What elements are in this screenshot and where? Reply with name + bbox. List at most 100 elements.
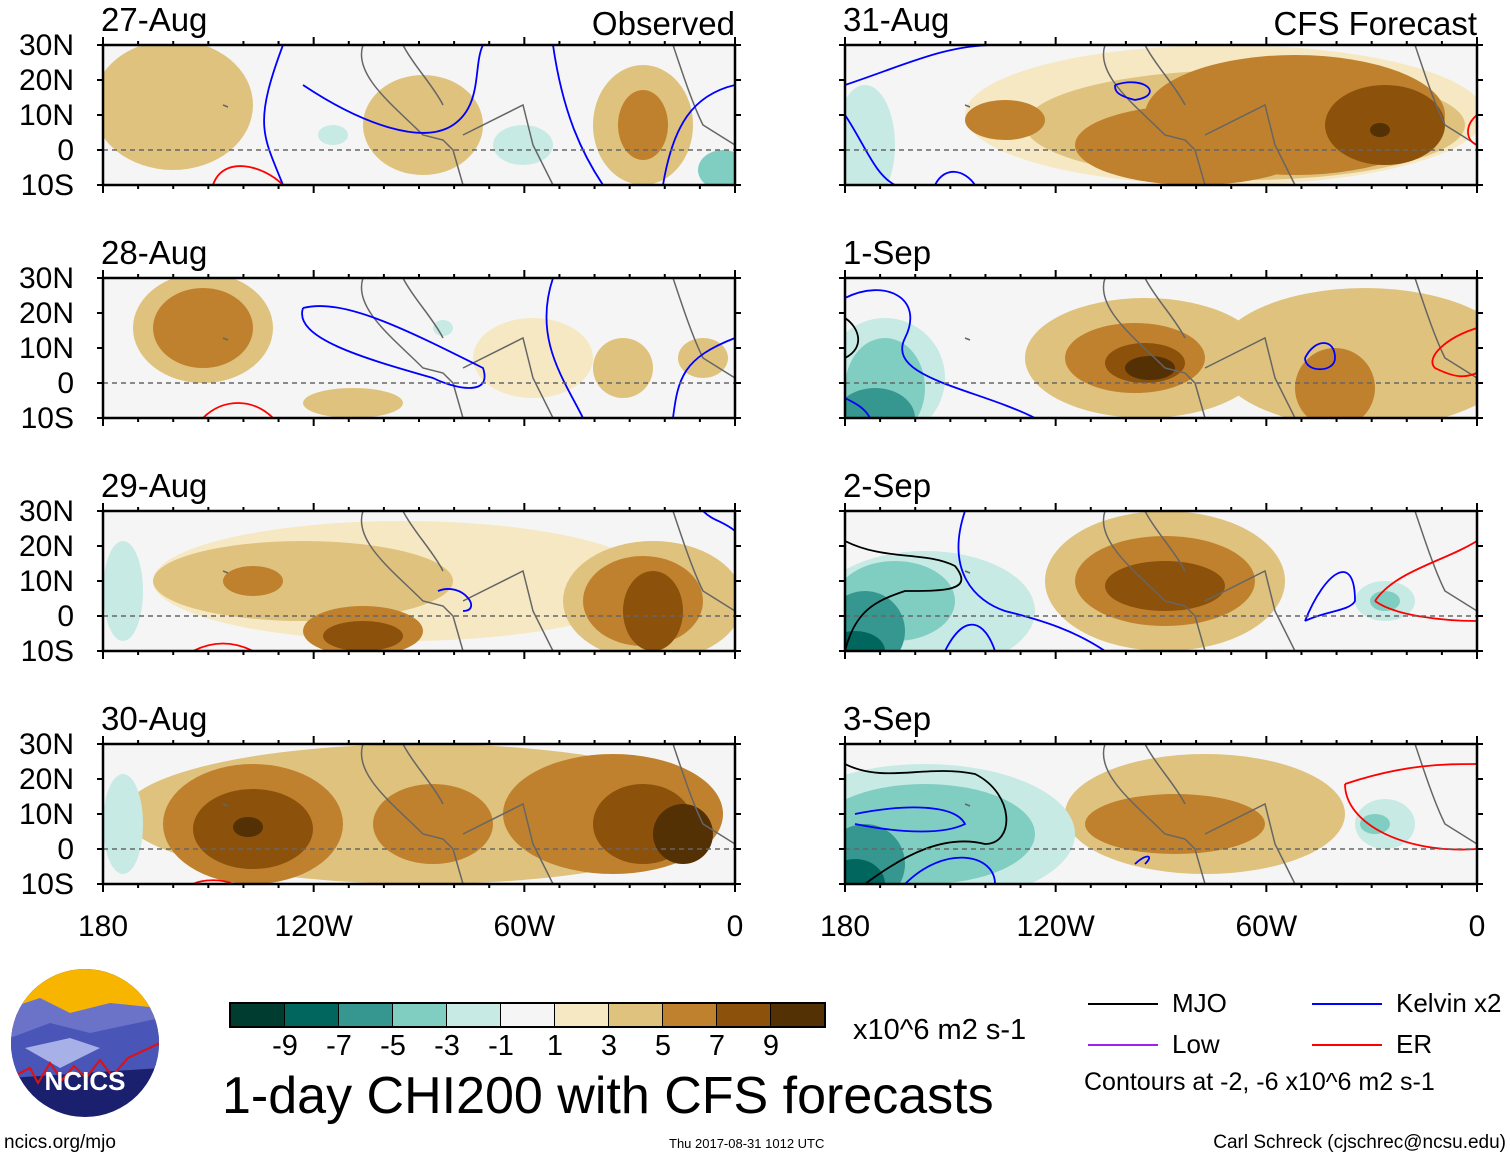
wave-contour (301, 305, 486, 389)
colorbar-swatch (339, 1004, 393, 1026)
wave-contour (845, 317, 860, 359)
wave-contour (1304, 571, 1356, 622)
lat-label: 0 (57, 134, 74, 167)
colorbar-swatch (555, 1004, 609, 1026)
lat-label: 10N (18, 798, 74, 831)
lat-label: 20N (18, 530, 74, 563)
anomaly-region (303, 388, 403, 418)
panel-type-label: Observed (591, 5, 735, 42)
colorbar-swatch (717, 1004, 771, 1026)
colorbar (229, 1002, 826, 1028)
colorbar-swatch (231, 1004, 285, 1026)
colorbar-tick-label: 1 (546, 1030, 564, 1062)
wave-contour (662, 84, 735, 185)
wave-contour (1344, 763, 1477, 785)
colorbar-tick-label: 7 (708, 1030, 726, 1062)
lat-label: 10N (18, 332, 74, 365)
low-line-swatch (1088, 1043, 1158, 1046)
legend-label: ER (1396, 1029, 1433, 1059)
lon-label: 60W (493, 910, 556, 943)
lon-label: 120W (1016, 910, 1095, 943)
colorbar-swatch (501, 1004, 555, 1026)
anomaly-region (433, 320, 453, 336)
panel-date-title: 31-Aug (843, 1, 950, 38)
colorbar-swatch (447, 1004, 501, 1026)
anomaly-region (233, 817, 263, 837)
anomaly-region (1360, 814, 1390, 834)
map-panel (839, 736, 1483, 892)
coastline (964, 278, 1477, 418)
wave-contour (672, 337, 735, 418)
map-panel (839, 503, 1483, 659)
anomaly-region (1125, 356, 1175, 380)
wave-contour (1467, 114, 1477, 146)
wave-contour (934, 170, 976, 185)
anomaly-region (373, 784, 493, 864)
colorbar-tick-label: -3 (434, 1030, 460, 1062)
panel-type-label: CFS Forecast (1273, 5, 1477, 42)
legend-label: Low (1172, 1029, 1220, 1059)
lat-label: 0 (57, 600, 74, 633)
wave-contour (1374, 540, 1477, 602)
lat-label: 30N (18, 262, 74, 295)
colorbar-swatch (663, 1004, 717, 1026)
lon-label: 0 (1468, 910, 1486, 943)
wave-contour (192, 642, 254, 651)
wave-contour (552, 45, 604, 185)
wave-contour (1431, 327, 1477, 378)
wave-contour (1304, 342, 1336, 371)
wave-contour (854, 806, 967, 833)
coastline (222, 45, 735, 185)
legend-kelvin: Kelvin x2 (1312, 988, 1502, 1019)
lat-label: 30N (18, 29, 74, 62)
colorbar-swatch (609, 1004, 663, 1026)
ncics-logo: NCICS (11, 969, 159, 1117)
anomaly-region (103, 774, 143, 874)
lat-label: 20N (18, 297, 74, 330)
anomaly-region (323, 621, 403, 651)
panel-date-title: 2-Sep (843, 467, 932, 504)
colorbar-tick-label: -9 (272, 1030, 298, 1062)
colorbar-tick-label: -1 (488, 1030, 514, 1062)
lat-label: 0 (57, 367, 74, 400)
coastline (222, 511, 735, 651)
wave-contour (845, 397, 871, 418)
colorbar-swatch (771, 1004, 824, 1026)
er-line-swatch (1312, 1043, 1382, 1046)
lat-label: 10S (20, 169, 74, 202)
colorbar-swatch (285, 1004, 339, 1026)
wave-contour (702, 511, 735, 532)
anomaly-region (845, 591, 905, 651)
map-panel (97, 270, 741, 426)
lon-label: 0 (726, 910, 744, 943)
lat-label: 20N (18, 64, 74, 97)
panel-date-title: 28-Aug (101, 234, 208, 271)
anomaly-region (473, 318, 593, 398)
wave-contour (845, 763, 1008, 884)
colorbar-tick-label: 3 (600, 1030, 618, 1062)
anomaly-region (318, 125, 348, 145)
anomaly-region (618, 90, 668, 160)
lat-label: 10N (18, 565, 74, 598)
anomaly-region (845, 338, 925, 418)
legend-mjo: MJO (1088, 988, 1227, 1019)
coastline (964, 744, 1477, 884)
wave-contour (302, 45, 484, 134)
lat-label: 10S (20, 402, 74, 435)
panel-date-title: 3-Sep (843, 700, 932, 737)
wave-contour (944, 623, 996, 651)
footer-url[interactable]: ncics.org/mjo (4, 1132, 116, 1153)
contour-note: Contours at -2, -6 x10^6 m2 s-1 (1084, 1068, 1435, 1096)
map-panel (97, 736, 741, 892)
footer-timestamp: Thu 2017-08-31 1012 UTC (669, 1136, 825, 1151)
map-panel (97, 37, 741, 193)
panel-date-title: 27-Aug (101, 1, 208, 38)
map-panel (97, 503, 741, 659)
coastline (222, 744, 735, 884)
anomaly-region (593, 338, 653, 398)
wave-contour (263, 45, 284, 185)
coastline (964, 511, 1477, 651)
anomaly-region (698, 150, 735, 185)
kelvin-line-swatch (1312, 1002, 1382, 1005)
anomaly-region (845, 388, 915, 418)
